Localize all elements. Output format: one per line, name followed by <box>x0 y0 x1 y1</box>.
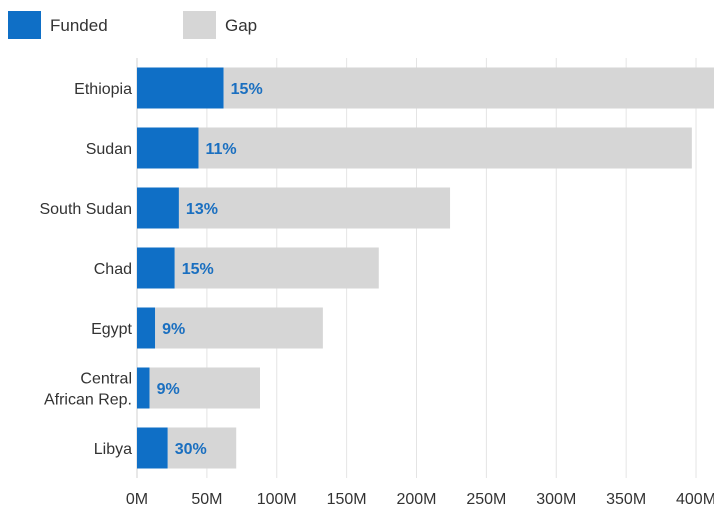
legend-swatch-gap <box>183 11 216 39</box>
x-tick-label: 200M <box>396 491 436 508</box>
data-label: 30% <box>175 441 207 458</box>
x-tick-label: 350M <box>606 491 646 508</box>
category-label: Ethiopia <box>74 81 132 98</box>
bar-funded <box>137 187 179 229</box>
bar-funded <box>137 247 175 289</box>
category-label: Libya <box>94 441 132 458</box>
bar-gap <box>223 67 714 109</box>
bar-gap <box>174 247 379 289</box>
bar-funded <box>137 427 168 469</box>
category-labels: Ethiopia Sudan South Sudan Chad Egypt Central… <box>39 81 132 458</box>
bar-gap <box>155 307 323 349</box>
data-label: 11% <box>205 141 236 158</box>
bar-funded <box>137 307 156 349</box>
bar-funded <box>137 127 199 169</box>
category-label: African Rep. <box>44 392 132 409</box>
x-tick-label: 300M <box>536 491 576 508</box>
x-tick-label: 100M <box>257 491 297 508</box>
legend-label-funded: Funded <box>50 16 108 35</box>
legend-swatch-funded <box>8 11 41 39</box>
bar-funded <box>137 67 224 109</box>
bar-gap <box>198 127 692 169</box>
x-axis-ticks: 0M 50M 100M 150M 200M 250M 300M 350M 400M <box>126 491 714 508</box>
x-tick-label: 150M <box>327 491 367 508</box>
x-tick-label: 400M <box>676 491 714 508</box>
category-label: Chad <box>94 261 132 278</box>
x-tick-label: 50M <box>191 491 222 508</box>
x-tick-label: 0M <box>126 491 148 508</box>
legend-label-gap: Gap <box>225 16 257 35</box>
bar-gap <box>178 187 451 229</box>
x-tick-label: 250M <box>466 491 506 508</box>
data-label: 9% <box>162 321 185 338</box>
bar-funded <box>137 367 150 409</box>
data-label: 15% <box>182 261 214 278</box>
data-label: 15% <box>231 81 263 98</box>
legend: Funded Gap <box>8 11 257 39</box>
data-label: 9% <box>157 381 180 398</box>
data-label: 13% <box>186 201 218 218</box>
category-label: South Sudan <box>39 201 132 218</box>
category-label: Central <box>80 371 132 388</box>
bar-gap <box>167 427 237 469</box>
category-label: Sudan <box>86 141 132 158</box>
bar-gap <box>149 367 260 409</box>
bars: 15% 11% 13% 15% 9% 9% 30% <box>137 67 714 469</box>
category-label: Egypt <box>91 321 132 338</box>
